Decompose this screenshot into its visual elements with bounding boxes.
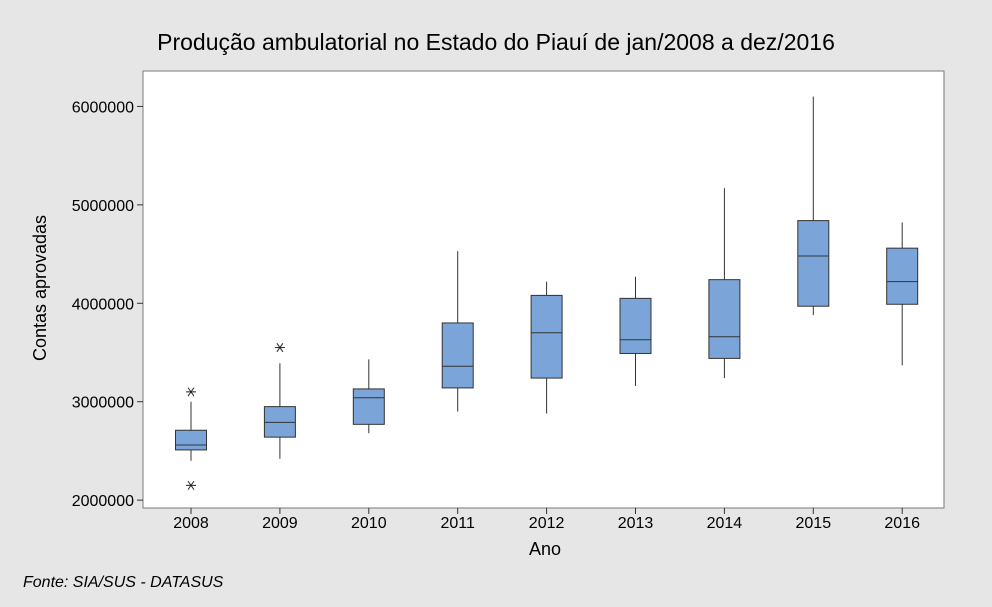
box-2015 — [797, 96, 830, 316]
x-tick-label: 2009 — [262, 515, 298, 532]
box-2008 — [175, 387, 207, 490]
iqr-box — [352, 388, 385, 425]
box-2009 — [263, 343, 296, 459]
iqr-box — [708, 279, 741, 359]
box-2010 — [352, 359, 385, 434]
iqr-box — [797, 220, 830, 307]
y-axis: 2000000 3000000 4000000 5000000 6000000 — [72, 99, 143, 510]
box-2012 — [530, 281, 563, 414]
x-tick-label: 2012 — [529, 515, 565, 532]
box-2016 — [886, 222, 919, 366]
x-tick-label: 2013 — [618, 515, 654, 532]
y-tick-label: 2000000 — [72, 493, 134, 510]
box-2014 — [708, 188, 741, 379]
iqr-box — [530, 294, 563, 379]
y-axis-label: Contas aprovadas — [30, 215, 50, 361]
box-series — [175, 96, 919, 490]
iqr-box — [619, 297, 652, 354]
x-tick-label: 2008 — [173, 515, 209, 532]
y-tick-label: 6000000 — [72, 99, 134, 116]
source-note: Fonte: SIA/SUS - DATASUS — [23, 574, 224, 591]
outlier-point — [186, 480, 196, 490]
x-tick-label: 2010 — [351, 515, 387, 532]
iqr-box — [441, 322, 474, 389]
box-2013 — [619, 276, 652, 386]
x-axis: 2008 2009 2010 2011 2012 2013 2014 2015 2016 — [173, 508, 920, 532]
y-tick-label: 4000000 — [72, 296, 134, 313]
chart-title: Produção ambulatorial no Estado do Piauí… — [157, 29, 835, 55]
x-tick-label: 2016 — [884, 515, 920, 532]
x-axis-label: Ano — [529, 539, 561, 559]
outlier-point — [186, 387, 196, 397]
x-tick-label: 2014 — [707, 515, 743, 532]
iqr-box — [175, 429, 207, 451]
box-2011 — [441, 251, 474, 412]
y-tick-label: 3000000 — [72, 395, 134, 412]
iqr-box — [886, 247, 919, 305]
x-tick-label: 2015 — [796, 515, 832, 532]
outlier-point — [274, 343, 285, 353]
x-tick-label: 2011 — [440, 515, 475, 532]
y-tick-label: 5000000 — [72, 198, 134, 215]
